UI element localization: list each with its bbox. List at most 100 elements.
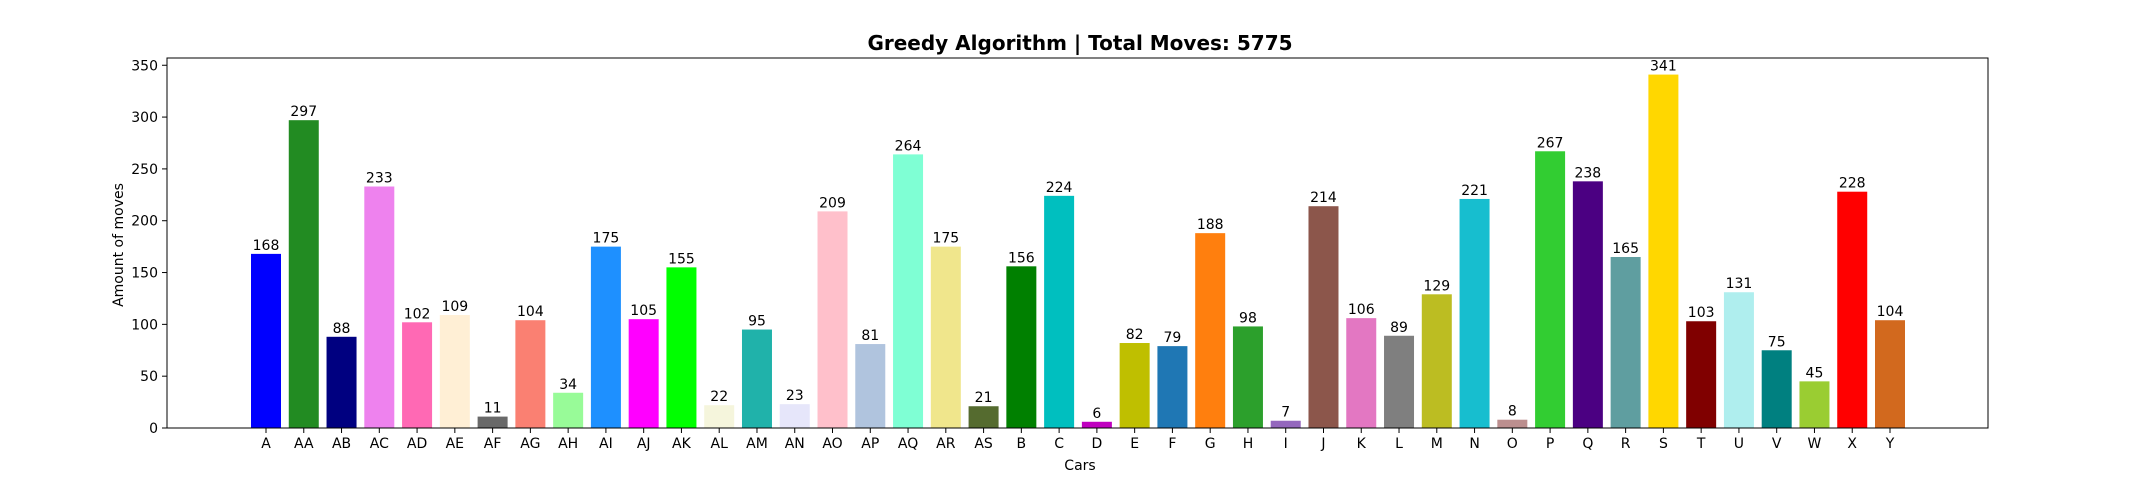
x-tick-label-ad: AD <box>407 436 427 452</box>
data-label-y: 104 <box>1877 304 1904 320</box>
x-tick-label-ao: AO <box>822 436 842 452</box>
x-tick-label-as: AS <box>974 436 993 452</box>
x-tick-label-ap: AP <box>861 436 879 452</box>
data-label-i: 7 <box>1281 405 1290 421</box>
bar-c <box>1044 195 1075 428</box>
bar-p <box>1535 151 1566 428</box>
data-label-al: 22 <box>710 389 728 405</box>
data-label-e: 82 <box>1126 327 1144 343</box>
y-tick-label-350: 350 <box>131 58 158 74</box>
x-tick-label-x: X <box>1847 436 1857 452</box>
x-tick-label-h: H <box>1243 436 1254 452</box>
x-tick-label-g: G <box>1205 436 1216 452</box>
data-label-a: 168 <box>253 238 280 254</box>
data-label-af: 11 <box>484 401 502 417</box>
y-tick-label-150: 150 <box>131 266 158 282</box>
data-label-v: 75 <box>1768 334 1786 350</box>
x-tick-label-m: M <box>1431 436 1443 452</box>
bar-af <box>477 416 508 428</box>
x-tick-label-ak: AK <box>672 436 692 452</box>
data-label-m: 129 <box>1423 278 1450 294</box>
bar-an <box>779 404 810 428</box>
data-label-d: 6 <box>1092 406 1101 422</box>
x-tick-label-e: E <box>1130 436 1139 452</box>
bar-h <box>1232 326 1263 428</box>
data-label-t: 103 <box>1688 305 1715 321</box>
bar-ag <box>515 320 546 428</box>
x-tick-label-aa: AA <box>294 436 314 452</box>
data-label-ak: 155 <box>668 251 695 267</box>
data-label-ar: 175 <box>932 231 959 247</box>
x-tick-label-t: T <box>1696 436 1706 452</box>
data-label-ao: 209 <box>819 195 846 211</box>
data-label-ap: 81 <box>861 328 879 344</box>
data-label-f: 79 <box>1164 330 1182 346</box>
x-axis-label: Cars <box>1064 458 1095 474</box>
x-tick-label-al: AL <box>711 436 729 452</box>
bar-w <box>1799 381 1830 428</box>
chart-title: Greedy Algorithm | Total Moves: 5775 <box>867 31 1292 55</box>
y-tick-label-50: 50 <box>140 369 158 385</box>
data-label-b: 156 <box>1008 250 1035 266</box>
x-tick-label-ae: AE <box>446 436 464 452</box>
bar-am <box>741 329 772 428</box>
x-tick-label-i: I <box>1284 436 1288 452</box>
data-label-l: 89 <box>1390 320 1408 336</box>
x-tick-label-w: W <box>1808 436 1822 452</box>
x-tick-label-y: Y <box>1885 436 1895 452</box>
bar-aj <box>628 319 659 428</box>
bar-al <box>704 405 735 428</box>
bar-ao <box>817 211 848 428</box>
y-tick-label-100: 100 <box>131 317 158 333</box>
bar-i <box>1270 420 1301 428</box>
bar-k <box>1346 318 1377 428</box>
y-tick-label-200: 200 <box>131 214 158 230</box>
bar-t <box>1686 321 1717 428</box>
data-label-u: 131 <box>1726 276 1753 292</box>
bar-j <box>1308 206 1339 428</box>
plot-area: 168 A 297 AA 88 AB 233 AC 102 AD 109 AE 11 AF 104 AG 34 A… <box>131 57 1989 452</box>
x-tick-label-aq: AQ <box>898 436 918 452</box>
bar-u <box>1723 292 1754 428</box>
x-tick-label-ai: AI <box>599 436 613 452</box>
y-tick-label-0: 0 <box>149 421 158 437</box>
data-label-c: 224 <box>1046 180 1073 196</box>
x-tick-label-a: A <box>261 436 271 452</box>
x-tick-label-k: K <box>1357 436 1367 452</box>
bar-ae <box>439 315 470 428</box>
x-tick-label-c: C <box>1054 436 1064 452</box>
bar-ai <box>590 246 621 428</box>
bar-ar <box>930 246 961 428</box>
x-tick-label-l: L <box>1395 436 1403 452</box>
bar-s <box>1648 74 1679 428</box>
bar-ak <box>666 267 697 428</box>
x-tick-label-s: S <box>1659 436 1668 452</box>
bar-r <box>1610 256 1641 428</box>
data-label-am: 95 <box>748 314 766 330</box>
data-label-ac: 233 <box>366 171 393 187</box>
x-tick-label-r: R <box>1621 436 1631 452</box>
bar-y <box>1875 320 1905 428</box>
data-label-x: 228 <box>1839 176 1866 192</box>
data-label-r: 165 <box>1612 241 1639 257</box>
bar-ac <box>364 186 395 428</box>
data-label-ah: 34 <box>559 377 577 393</box>
bar-b <box>1006 266 1037 428</box>
data-label-ad: 102 <box>404 306 431 322</box>
bar-o <box>1497 419 1528 428</box>
data-label-n: 221 <box>1461 183 1488 199</box>
x-tick-label-f: F <box>1168 436 1176 452</box>
x-tick-label-p: P <box>1546 436 1554 452</box>
y-axis-label: Amount of moves <box>111 183 127 307</box>
data-label-ae: 109 <box>441 299 468 315</box>
x-tick-label-q: Q <box>1582 436 1593 452</box>
x-tick-label-an: AN <box>785 436 805 452</box>
data-label-p: 267 <box>1537 135 1564 151</box>
x-tick-label-aj: AJ <box>637 436 651 452</box>
bar-ad <box>402 322 433 428</box>
data-label-aa: 297 <box>290 104 317 120</box>
bar-aq <box>893 154 924 429</box>
bar-m <box>1421 294 1452 428</box>
bar-v <box>1761 350 1792 428</box>
